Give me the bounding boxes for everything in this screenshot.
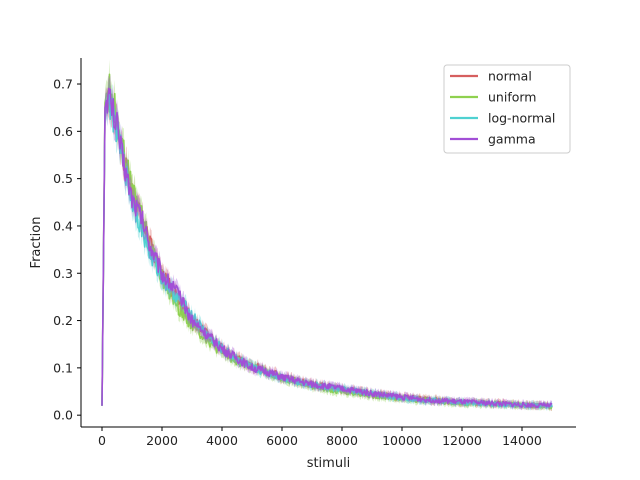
legend-box (443, 64, 571, 154)
x-tick-label: 2000 (146, 433, 178, 448)
y-tick-label: 0.5 (53, 171, 73, 186)
y-tick-label: 0.1 (53, 360, 73, 375)
legend: normal uniform log-normal gamma (443, 64, 571, 154)
x-tick-label: 10000 (382, 433, 422, 448)
plot-area (101, 59, 553, 412)
x-tick-label: 6000 (266, 433, 298, 448)
y-ticks: 0.0 0.1 0.2 0.3 0.4 0.5 0.6 0.7 (53, 77, 81, 423)
x-tick-label: 14000 (502, 433, 542, 448)
y-tick-label: 0.6 (53, 124, 73, 139)
x-tick-label: 0 (98, 433, 106, 448)
legend-label-gamma: gamma (488, 132, 536, 147)
x-axis-label: stimuli (307, 456, 351, 471)
y-axis-label: Fraction (29, 217, 44, 269)
series-line-gamma (101, 87, 553, 409)
x-tick-label: 12000 (442, 433, 482, 448)
y-tick-label: 0.3 (53, 266, 73, 281)
y-tick-label: 0.4 (53, 218, 73, 233)
legend-label-log-normal: log-normal (488, 111, 555, 126)
y-tick-label: 0.0 (53, 408, 73, 423)
x-ticks: 0 2000 4000 6000 8000 10000 12000 14000 (98, 427, 542, 448)
x-tick-label: 8000 (326, 433, 358, 448)
y-tick-label: 0.2 (53, 313, 73, 328)
x-tick-label: 4000 (206, 433, 238, 448)
legend-label-uniform: uniform (488, 90, 536, 105)
legend-label-normal: normal (488, 69, 532, 84)
y-tick-label: 0.7 (53, 77, 73, 92)
